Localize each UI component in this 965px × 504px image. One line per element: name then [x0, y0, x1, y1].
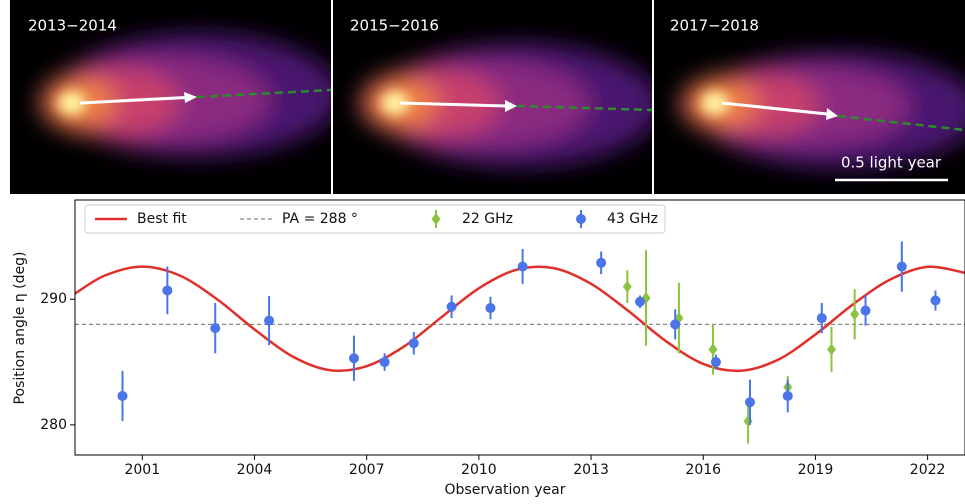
panel-label: 2013−2014: [28, 17, 117, 35]
y-axis-label: Position angle η (deg): [12, 252, 28, 405]
x-tick-label: 2019: [798, 462, 834, 478]
panel-label: 2017−2018: [670, 17, 759, 35]
data-point: [623, 281, 632, 293]
y-tick-label: 280: [40, 417, 67, 433]
legend-label: PA = 288 °: [282, 211, 358, 227]
data-point: [485, 303, 495, 313]
data-point: [162, 285, 172, 295]
data-point: [783, 391, 793, 401]
x-tick-label: 2016: [685, 462, 721, 478]
data-point: [930, 295, 940, 305]
x-tick-label: 2007: [349, 462, 385, 478]
x-tick-label: 2022: [910, 462, 946, 478]
data-point: [745, 397, 755, 407]
data-point: [897, 262, 907, 272]
data-point: [596, 258, 606, 268]
legend-label: Best fit: [137, 211, 187, 227]
data-point: [670, 319, 680, 329]
figure: 2013−2014 2015−2016: [0, 0, 965, 500]
scale-bar-label: 0.5 light year: [841, 154, 942, 172]
data-point: [518, 262, 528, 272]
data-point: [409, 338, 419, 348]
y-tick-label: 290: [40, 291, 67, 307]
panel: 2015−2016: [333, 0, 660, 194]
data-point: [210, 323, 220, 333]
data-point: [827, 343, 836, 355]
legend-label: 22 GHz: [462, 211, 513, 227]
data-point: [264, 316, 274, 326]
legend: Best fit PA = 288 ° 22 GHz 43 GHz: [85, 205, 665, 233]
data-point: [817, 313, 827, 323]
data-point: [850, 308, 859, 320]
data-point: [635, 297, 645, 307]
x-tick-label: 2001: [124, 462, 160, 478]
data-point: [447, 302, 457, 312]
x-axis-label: Observation year: [445, 482, 566, 498]
x-tick-label: 2013: [573, 462, 609, 478]
plot-area: [75, 241, 965, 443]
image-panels: 2013−2014 2015−2016: [10, 0, 965, 194]
panel: 2017−2018 0.5 light year: [654, 0, 965, 194]
data-point: [708, 343, 717, 355]
data-point: [576, 214, 586, 224]
data-point: [349, 353, 359, 363]
panel-label: 2015−2016: [350, 17, 439, 35]
legend-label: 43 GHz: [607, 211, 658, 227]
panel: 2013−2014: [10, 0, 340, 194]
data-point: [380, 357, 390, 367]
data-point: [744, 415, 753, 427]
data-point: [861, 306, 871, 316]
x-tick-label: 2010: [461, 462, 497, 478]
x-tick-label: 2004: [237, 462, 273, 478]
data-point: [117, 391, 127, 401]
data-point: [711, 357, 721, 367]
